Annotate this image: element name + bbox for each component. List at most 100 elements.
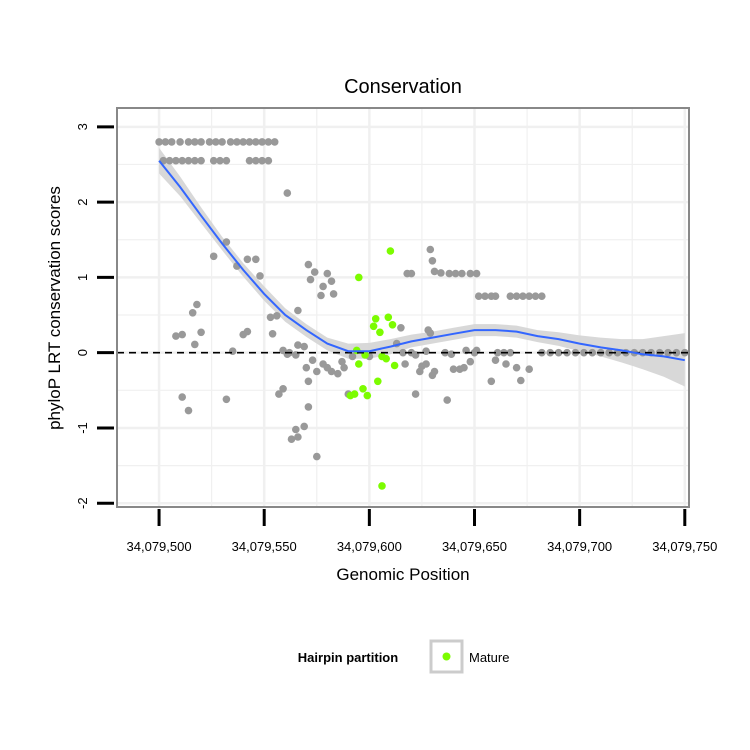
point-other xyxy=(275,390,283,398)
point-other xyxy=(329,290,338,298)
point-other xyxy=(270,138,279,146)
point-other xyxy=(525,292,533,301)
point-mature xyxy=(371,315,380,323)
point-other xyxy=(245,138,254,146)
point-other xyxy=(222,156,231,165)
point-other xyxy=(294,341,302,349)
point-other xyxy=(304,260,313,269)
point-other xyxy=(300,342,309,351)
point-other xyxy=(256,272,264,280)
point-other xyxy=(161,138,170,146)
point-other xyxy=(283,189,292,197)
point-other xyxy=(184,138,193,146)
point-other xyxy=(165,156,174,165)
point-other xyxy=(580,348,588,357)
point-other xyxy=(287,435,296,444)
point-other xyxy=(401,360,409,368)
point-other xyxy=(176,138,184,146)
point-other xyxy=(672,348,681,357)
point-other xyxy=(222,395,231,404)
point-other xyxy=(245,156,254,165)
point-other xyxy=(426,329,435,337)
chart-title: Conservation xyxy=(344,76,462,98)
point-other xyxy=(517,376,525,385)
legend-key-mature xyxy=(429,639,464,674)
point-other xyxy=(218,138,226,146)
point-other xyxy=(348,352,357,361)
point-other xyxy=(474,292,483,301)
plot-area: 34,079,500 34,079,550 34,079,600 34,079,650… xyxy=(75,107,717,554)
point-other xyxy=(323,269,332,278)
point-other xyxy=(264,138,273,146)
point-other xyxy=(519,292,527,301)
point-other xyxy=(588,348,597,357)
point-other xyxy=(502,360,510,368)
point-mature xyxy=(382,354,391,363)
y-tick-label: 3 xyxy=(75,123,90,130)
point-other xyxy=(493,348,502,357)
point-other xyxy=(437,269,445,277)
point-other xyxy=(317,291,325,300)
point-other xyxy=(422,347,430,356)
point-other xyxy=(252,255,260,264)
smooth-trend-line xyxy=(158,160,685,362)
panel-background xyxy=(117,108,689,507)
point-other xyxy=(512,363,521,372)
point-other xyxy=(243,327,252,336)
point-other xyxy=(252,156,260,165)
point-other xyxy=(304,403,313,411)
point-other xyxy=(266,313,275,322)
point-other xyxy=(416,367,424,376)
legend-title: Hairpin partition xyxy=(298,650,398,665)
point-other xyxy=(243,255,252,264)
point-other xyxy=(258,156,266,165)
point-other xyxy=(428,257,437,265)
panel-border xyxy=(116,107,690,508)
point-other xyxy=(664,348,672,357)
point-other xyxy=(294,433,302,441)
point-other xyxy=(292,425,300,434)
point-other xyxy=(216,156,224,165)
y-tick-label: 0 xyxy=(75,349,90,356)
point-other xyxy=(233,138,241,146)
point-other xyxy=(407,269,416,278)
point-other xyxy=(443,396,452,404)
point-other xyxy=(319,282,327,291)
point-other xyxy=(340,363,348,372)
point-other xyxy=(487,377,496,386)
point-other xyxy=(338,357,346,366)
point-other xyxy=(222,238,231,246)
point-other xyxy=(188,309,197,317)
point-other xyxy=(512,292,521,301)
point-other xyxy=(506,292,515,301)
x-tick-label: 34,079,700 xyxy=(547,539,612,554)
y-tick-label: 2 xyxy=(75,198,90,205)
x-axis-title: Genomic Position xyxy=(336,565,469,584)
point-other xyxy=(209,252,218,261)
point-other xyxy=(449,365,458,374)
point-mature xyxy=(388,321,397,329)
point-other xyxy=(306,275,315,284)
point-other xyxy=(491,356,500,365)
point-other xyxy=(197,328,205,337)
y-tick-label: 1 xyxy=(75,274,90,281)
point-other xyxy=(327,277,336,286)
point-mature xyxy=(376,328,384,337)
point-other xyxy=(264,156,273,165)
point-other xyxy=(258,138,266,146)
point-other xyxy=(430,267,439,276)
point-mature xyxy=(355,273,363,282)
point-other xyxy=(172,332,180,340)
point-other xyxy=(209,156,218,165)
x-tick-label: 34,079,600 xyxy=(337,539,402,554)
point-other xyxy=(178,393,186,401)
point-other xyxy=(430,367,439,376)
point-mature xyxy=(374,377,382,386)
point-mature xyxy=(386,247,395,255)
point-mature xyxy=(363,391,372,400)
x-tick-label: 34,079,650 xyxy=(442,539,507,554)
point-mature xyxy=(369,322,378,331)
point-other xyxy=(294,306,302,315)
y-tick-label: -1 xyxy=(75,422,90,434)
